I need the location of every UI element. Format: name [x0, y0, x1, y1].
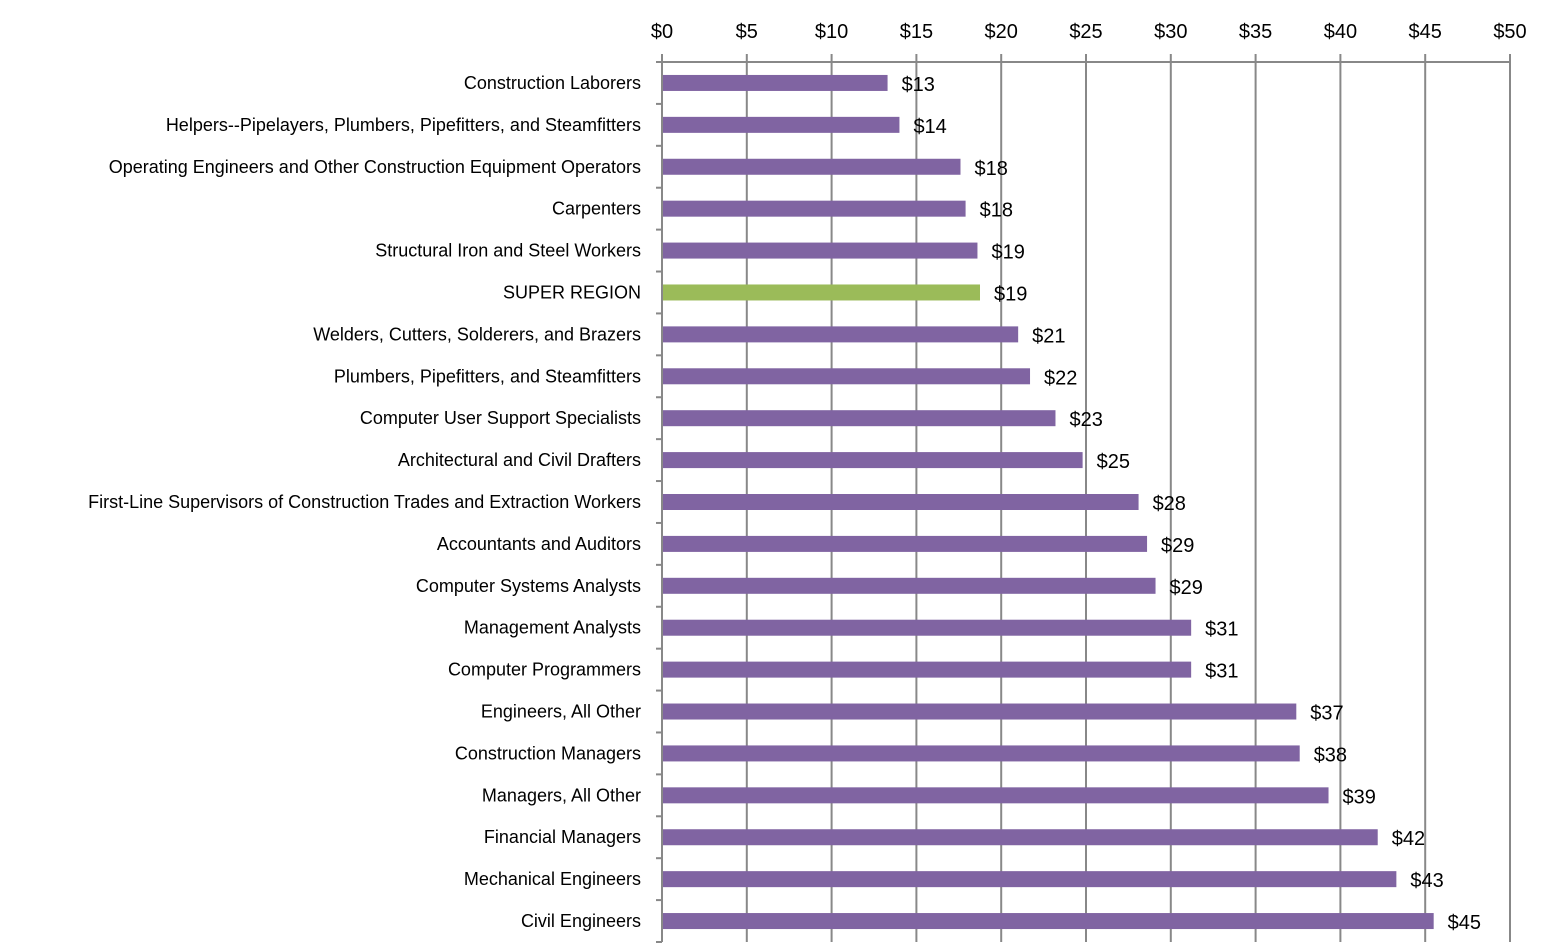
category-label: Construction Laborers	[464, 73, 641, 93]
bar	[663, 913, 1434, 930]
bar-highlight	[663, 284, 980, 301]
category-label: Structural Iron and Steel Workers	[375, 241, 641, 261]
x-tick-label: $30	[1154, 21, 1187, 43]
category-label: Engineers, All Other	[481, 702, 641, 722]
data-label: $39	[1343, 786, 1376, 808]
category-label: SUPER REGION	[503, 282, 641, 302]
data-label: $22	[1044, 367, 1077, 389]
bar	[663, 494, 1139, 510]
category-label: Welders, Cutters, Solderers, and Brazers	[313, 324, 641, 344]
category-label: Construction Managers	[455, 743, 641, 763]
category-label: Civil Engineers	[521, 911, 641, 931]
category-label: Managers, All Other	[482, 785, 641, 805]
bar	[663, 703, 1297, 720]
x-tick-label: $25	[1069, 21, 1102, 43]
bar	[663, 619, 1192, 636]
bar	[663, 745, 1300, 762]
x-tick-label: $0	[651, 21, 673, 43]
category-label: Helpers--Pipelayers, Plumbers, Pipefitte…	[166, 115, 641, 135]
data-label: $37	[1310, 703, 1343, 725]
category-label: Architectural and Civil Drafters	[398, 450, 641, 470]
bar	[663, 74, 888, 91]
data-label: $21	[1032, 325, 1065, 347]
bar	[663, 158, 961, 175]
data-label: $19	[991, 242, 1024, 264]
bar	[663, 871, 1397, 888]
category-label: Carpenters	[552, 199, 641, 219]
category-label: Computer Systems Analysts	[416, 576, 641, 596]
x-tick-label: $45	[1409, 21, 1442, 43]
data-label: $29	[1161, 535, 1194, 557]
category-label: First-Line Supervisors of Construction T…	[88, 492, 641, 512]
bar	[663, 661, 1192, 678]
bar	[663, 116, 900, 133]
category-label: Management Analysts	[464, 618, 641, 638]
data-label: $14	[913, 116, 946, 138]
bar	[663, 577, 1156, 594]
category-label: Computer User Support Specialists	[360, 408, 641, 428]
category-label: Accountants and Auditors	[437, 534, 641, 554]
x-axis	[656, 61, 1510, 943]
x-tick-label: $5	[736, 21, 758, 43]
data-label: $25	[1097, 451, 1130, 473]
x-tick-label: $15	[900, 21, 933, 43]
bar	[663, 829, 1378, 846]
category-label: Computer Programmers	[448, 660, 641, 680]
bar	[663, 242, 978, 259]
data-label: $38	[1314, 744, 1347, 766]
x-tick-label: $35	[1239, 21, 1272, 43]
x-tick-label: $40	[1324, 21, 1357, 43]
bar	[663, 410, 1056, 427]
x-tick-label: $10	[815, 21, 848, 43]
data-label: $13	[902, 74, 935, 96]
bar	[663, 535, 1148, 552]
data-label: $29	[1170, 577, 1203, 599]
category-label: Plumbers, Pipefitters, and Steamfitters	[334, 366, 641, 386]
data-label: $28	[1153, 493, 1186, 515]
x-axis-tick-labels: $0 $5 $10 $15 $20 $25 $30 $35 $40 $45 $50	[651, 21, 1527, 43]
bar	[663, 200, 966, 217]
data-label: $18	[974, 158, 1007, 180]
data-label: $23	[1069, 409, 1102, 431]
bar	[663, 326, 1019, 343]
bar	[663, 368, 1031, 385]
bar	[663, 452, 1083, 469]
data-label: $43	[1410, 870, 1443, 892]
category-labels: Construction Laborers Helpers--Pipelayers…	[88, 73, 641, 931]
category-label: Financial Managers	[484, 827, 641, 847]
category-label: Mechanical Engineers	[464, 869, 641, 889]
x-tick-label: $20	[985, 21, 1018, 43]
data-label: $18	[980, 200, 1013, 222]
x-tick-label: $50	[1493, 21, 1526, 43]
data-label: $45	[1448, 912, 1481, 934]
data-label: $19	[994, 283, 1027, 305]
bars	[663, 74, 1434, 930]
data-labels: $13$14$18$18$19$19$21$22$23$25$28$29$29$…	[902, 74, 1481, 934]
bar	[663, 787, 1329, 804]
category-label: Operating Engineers and Other Constructi…	[109, 157, 641, 177]
data-label: $31	[1205, 619, 1238, 641]
data-label: $31	[1205, 661, 1238, 683]
data-label: $42	[1392, 828, 1425, 850]
